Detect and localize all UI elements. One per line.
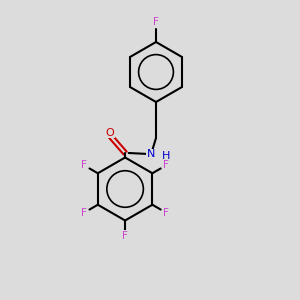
Text: F: F [163,208,169,218]
Text: N: N [146,149,155,160]
Text: F: F [153,16,159,27]
Text: O: O [105,128,114,138]
Text: F: F [81,208,87,218]
Text: F: F [163,160,169,170]
Text: F: F [81,160,87,170]
Text: F: F [122,231,128,241]
Text: H: H [162,151,170,161]
